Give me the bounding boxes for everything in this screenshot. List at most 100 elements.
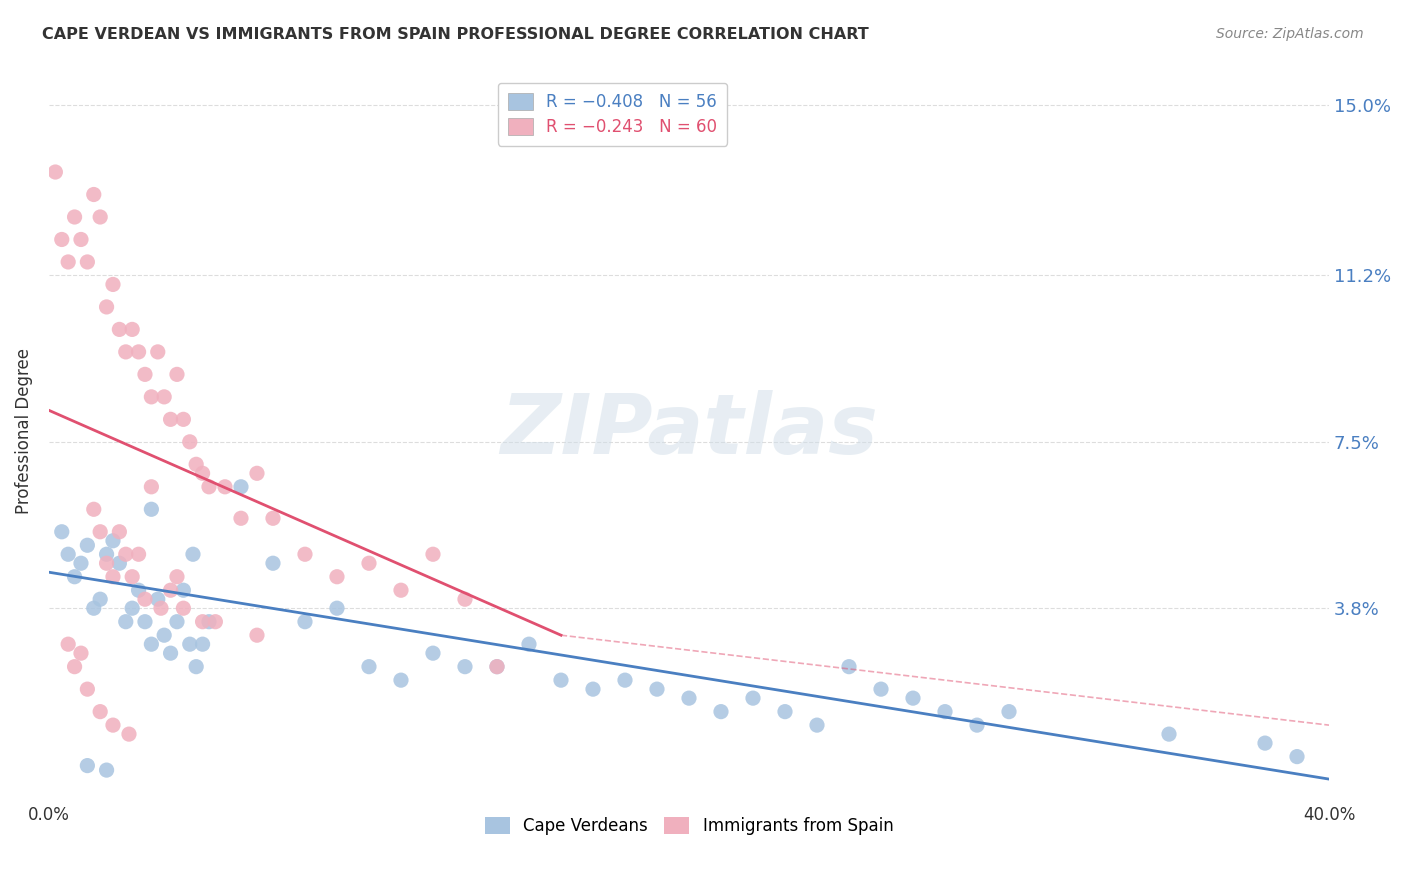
Point [128, 583, 150, 598]
Point [389, 673, 412, 688]
Point [773, 705, 796, 719]
Legend: Cape Verdeans, Immigrants from Spain: Cape Verdeans, Immigrants from Spain [475, 807, 904, 846]
Point [70, 232, 93, 246]
Point [678, 691, 700, 706]
Point [44, 165, 66, 179]
Point [134, 592, 156, 607]
Point [806, 718, 828, 732]
Point [121, 322, 143, 336]
Point [101, 277, 124, 292]
Point [389, 583, 412, 598]
Point [56, 547, 79, 561]
Point [134, 368, 156, 382]
Point [229, 511, 252, 525]
Point [118, 727, 141, 741]
Point [166, 615, 188, 629]
Point [63, 659, 86, 673]
Point [159, 583, 181, 598]
Point [191, 467, 214, 481]
Point [357, 659, 380, 673]
Point [998, 705, 1021, 719]
Text: Source: ZipAtlas.com: Source: ZipAtlas.com [1216, 27, 1364, 41]
Point [294, 615, 316, 629]
Point [1157, 727, 1180, 741]
Text: CAPE VERDEAN VS IMMIGRANTS FROM SPAIN PROFESSIONAL DEGREE CORRELATION CHART: CAPE VERDEAN VS IMMIGRANTS FROM SPAIN PR… [42, 27, 869, 42]
Point [141, 637, 163, 651]
Point [121, 570, 143, 584]
Point [166, 570, 188, 584]
Text: ZIPatlas: ZIPatlas [501, 390, 877, 471]
Point [141, 480, 163, 494]
Point [901, 691, 924, 706]
Point [186, 659, 208, 673]
Point [89, 210, 111, 224]
Point [83, 502, 105, 516]
Point [710, 705, 733, 719]
Point [101, 718, 124, 732]
Point [83, 601, 105, 615]
Point [153, 628, 176, 642]
Point [246, 467, 269, 481]
Point [326, 570, 349, 584]
Point [422, 547, 444, 561]
Point [838, 659, 860, 673]
Point [96, 547, 118, 561]
Point [262, 556, 284, 570]
Point [108, 556, 131, 570]
Point [172, 583, 194, 598]
Point [83, 187, 105, 202]
Point [454, 592, 477, 607]
Point [159, 412, 181, 426]
Point [294, 547, 316, 561]
Point [114, 615, 136, 629]
Point [204, 615, 226, 629]
Point [76, 538, 98, 552]
Point [1254, 736, 1277, 750]
Point [63, 570, 86, 584]
Point [63, 210, 86, 224]
Point [153, 390, 176, 404]
Point [485, 659, 508, 673]
Point [101, 533, 124, 548]
Point [179, 637, 201, 651]
Point [229, 480, 252, 494]
Point [326, 601, 349, 615]
Point [89, 592, 111, 607]
Point [89, 705, 111, 719]
Point [645, 682, 668, 697]
Point [76, 682, 98, 697]
Point [114, 344, 136, 359]
Point [198, 615, 221, 629]
Point [550, 673, 572, 688]
Y-axis label: Professional Degree: Professional Degree [15, 348, 32, 514]
Point [128, 344, 150, 359]
Point [172, 412, 194, 426]
Point [179, 434, 201, 449]
Point [966, 718, 988, 732]
Point [870, 682, 893, 697]
Point [141, 502, 163, 516]
Point [70, 556, 93, 570]
Point [70, 646, 93, 660]
Point [146, 592, 169, 607]
Point [198, 480, 221, 494]
Point [1285, 749, 1308, 764]
Point [582, 682, 605, 697]
Point [108, 322, 131, 336]
Point [134, 615, 156, 629]
Point [181, 547, 204, 561]
Point [517, 637, 540, 651]
Point [357, 556, 380, 570]
Point [742, 691, 765, 706]
Point [96, 556, 118, 570]
Point [262, 511, 284, 525]
Point [186, 458, 208, 472]
Point [934, 705, 956, 719]
Point [76, 255, 98, 269]
Point [128, 547, 150, 561]
Point [172, 601, 194, 615]
Point [96, 300, 118, 314]
Point [51, 524, 73, 539]
Point [614, 673, 637, 688]
Point [121, 601, 143, 615]
